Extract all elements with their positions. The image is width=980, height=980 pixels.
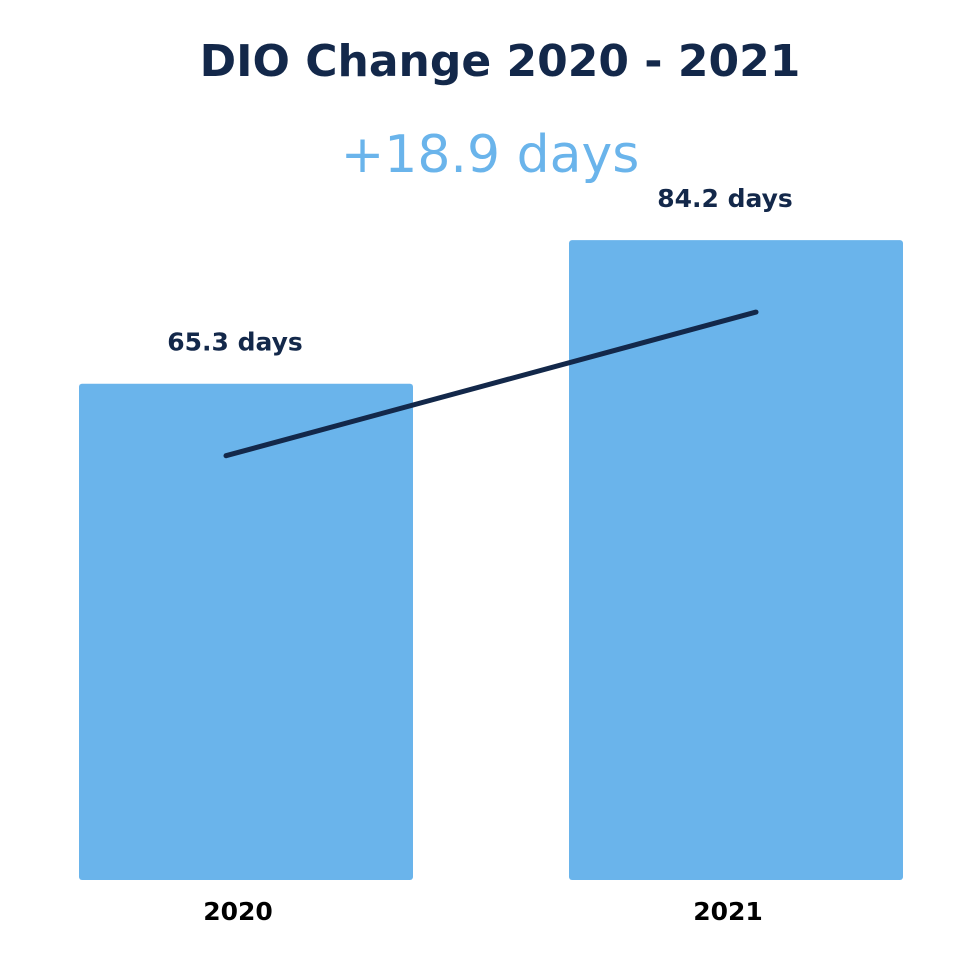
bar-2020 [79, 383, 413, 880]
data-label-2020: 65.3 days [167, 328, 303, 357]
chart-title: DIO Change 2020 - 2021 [200, 36, 801, 87]
labels-group: 65.3 days 2020 84.2 days 2021 [167, 184, 793, 926]
bars-group [79, 240, 903, 880]
trend-line [223, 309, 759, 459]
trend-group [223, 309, 759, 459]
x-tick-label-2020: 2020 [203, 897, 273, 926]
chart-subtitle: +18.9 days [341, 125, 640, 185]
data-label-2021: 84.2 days [657, 184, 793, 213]
x-tick-label-2021: 2021 [693, 897, 763, 926]
bar-2021 [569, 240, 903, 880]
